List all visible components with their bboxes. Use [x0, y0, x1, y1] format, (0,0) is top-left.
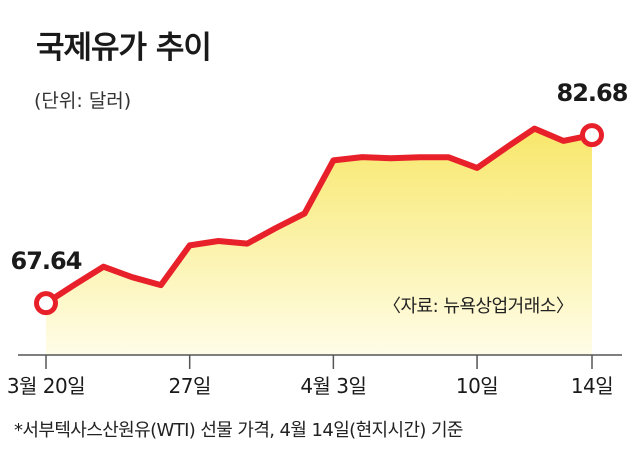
value-label: 82.68 — [557, 79, 628, 107]
endpoint-marker — [34, 291, 58, 316]
source-note: 〈자료: 뉴욕상업거래소〉 — [383, 296, 574, 317]
unit-label: (단위: 달러) — [34, 90, 132, 112]
x-tick-label: 10일 — [456, 374, 498, 398]
chart-title: 국제유가 추이 — [36, 30, 212, 66]
x-tick-label: 27일 — [169, 374, 211, 398]
price-line — [43, 125, 595, 307]
x-tick-label: 4월 3일 — [300, 374, 366, 398]
x-tick-label: 14일 — [571, 374, 613, 398]
price-area — [46, 128, 592, 355]
footnote: *서부텍사스산원유(WTI) 선물 가격, 4월 14일(현지시간) 기준 — [14, 420, 463, 441]
value-label: 67.64 — [11, 247, 82, 275]
endpoint-marker — [580, 123, 604, 148]
x-tick-label: 3월 20일 — [7, 374, 85, 398]
